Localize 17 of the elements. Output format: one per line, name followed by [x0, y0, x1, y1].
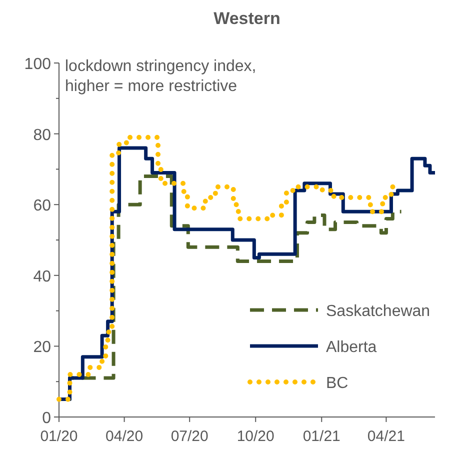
- y-tick-label: 60: [33, 198, 52, 215]
- legend-label: Saskatchewan: [326, 303, 430, 320]
- x-tick-label: 10/20: [236, 428, 274, 445]
- y-tick-label: 100: [24, 56, 52, 73]
- y-tick-label: 80: [33, 126, 52, 144]
- chart-title: Western: [214, 9, 280, 28]
- legend-label: BC: [326, 375, 348, 392]
- y-tick-label: 0: [42, 410, 52, 427]
- x-tick-label: 01/20: [40, 428, 78, 445]
- y-tick-label: 40: [33, 268, 52, 286]
- x-tick-label: 04/20: [106, 428, 144, 445]
- y-tick-label: 20: [33, 339, 52, 356]
- x-tick-label: 04/21: [367, 428, 405, 445]
- x-tick-label: 01/21: [302, 428, 340, 445]
- y-axis-title: lockdown stringency index, higher = more restrictive: [65, 58, 256, 95]
- x-tick-label: 07/20: [170, 428, 208, 445]
- legend-label: Alberta: [326, 339, 377, 356]
